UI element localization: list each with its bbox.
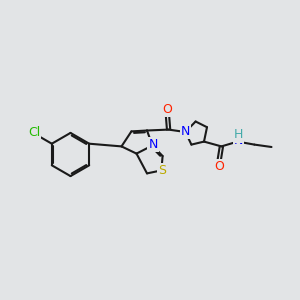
Text: H: H [233,128,243,142]
Text: S: S [158,164,166,178]
Text: N: N [233,134,243,148]
Text: N: N [148,138,158,151]
Text: O: O [214,160,224,173]
Text: O: O [163,103,172,116]
Text: N: N [181,124,190,138]
Text: Cl: Cl [28,126,40,139]
